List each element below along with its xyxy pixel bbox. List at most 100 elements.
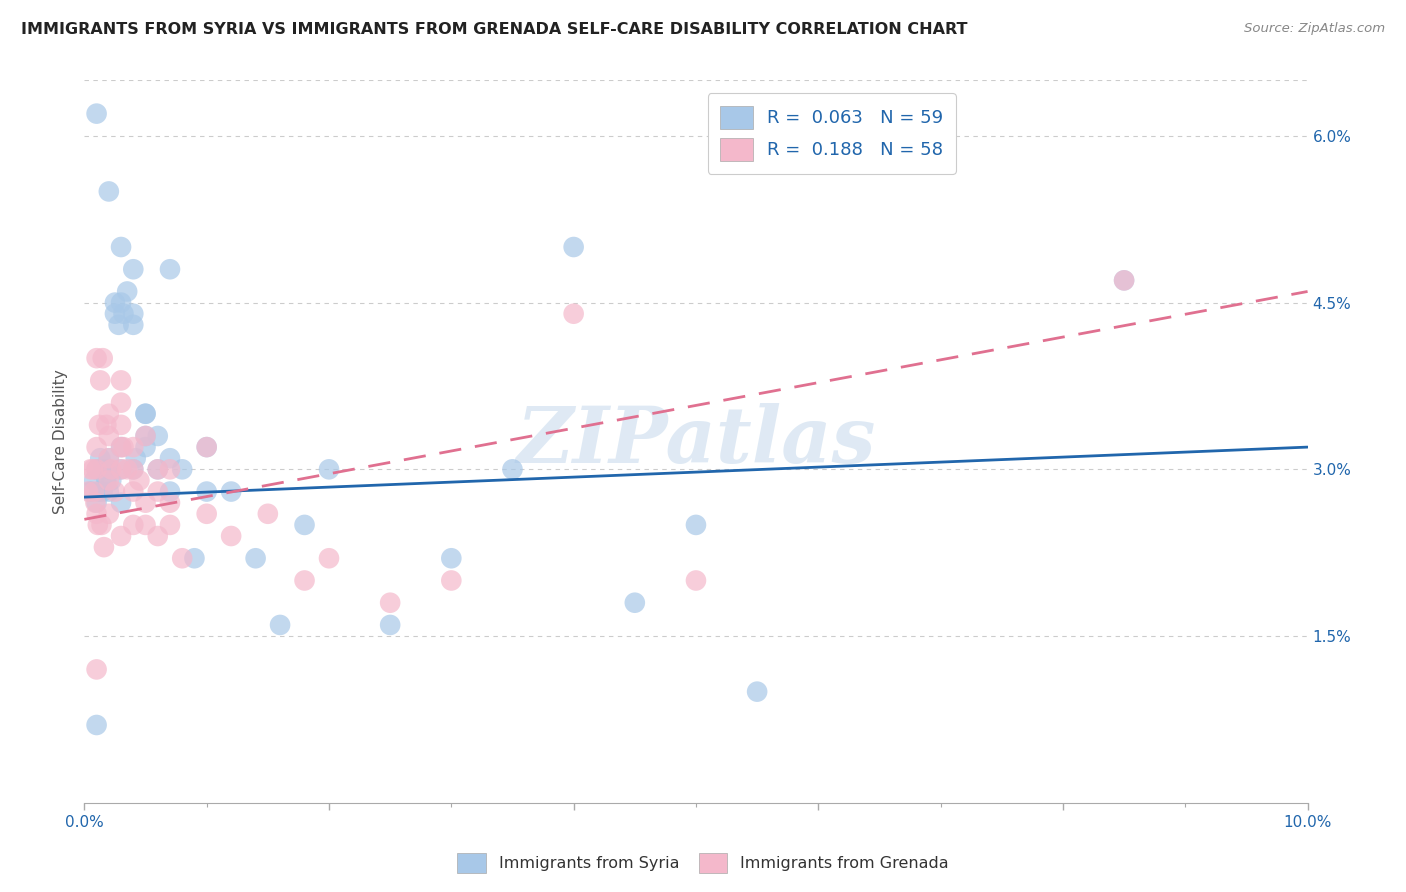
Legend: Immigrants from Syria, Immigrants from Grenada: Immigrants from Syria, Immigrants from G… [451, 847, 955, 880]
Point [97, 185, 120, 199]
Point [100, 462, 122, 476]
Point [115, 285, 138, 299]
Y-axis label: Self-Care Disability: Self-Care Disability [53, 369, 69, 514]
Point [807, 128, 830, 143]
Point [159, 262, 181, 277]
Point [122, 517, 145, 532]
Point [257, 507, 280, 521]
Point [110, 295, 132, 310]
Point [294, 574, 316, 588]
Point [172, 551, 194, 566]
Point [146, 484, 169, 499]
Point [195, 440, 218, 454]
Point [91, 462, 114, 476]
Text: IMMIGRANTS FROM SYRIA VS IMMIGRANTS FROM GRENADA SELF-CARE DISABILITY CORRELATIO: IMMIGRANTS FROM SYRIA VS IMMIGRANTS FROM… [21, 22, 967, 37]
Text: Source: ZipAtlas.com: Source: ZipAtlas.com [1244, 22, 1385, 36]
Point [91, 351, 114, 366]
Point [104, 484, 127, 499]
Point [86, 507, 108, 521]
Point [86, 662, 108, 676]
Point [624, 596, 647, 610]
Point [125, 451, 148, 466]
Point [122, 462, 145, 476]
Point [94, 462, 117, 476]
Point [440, 551, 463, 566]
Point [110, 462, 132, 476]
Point [195, 484, 218, 499]
Point [219, 484, 242, 499]
Point [135, 407, 157, 421]
Point [122, 307, 145, 321]
Point [86, 440, 108, 454]
Point [97, 407, 120, 421]
Point [104, 295, 127, 310]
Point [195, 507, 218, 521]
Point [110, 417, 132, 432]
Point [110, 440, 132, 454]
Point [294, 517, 316, 532]
Point [440, 574, 463, 588]
Point [135, 429, 157, 443]
Point [159, 496, 181, 510]
Point [122, 484, 145, 499]
Point [135, 407, 157, 421]
Text: ZIPatlas: ZIPatlas [516, 403, 876, 480]
Point [86, 462, 108, 476]
Point [97, 451, 120, 466]
Point [97, 429, 120, 443]
Point [110, 462, 132, 476]
Point [135, 517, 157, 532]
Point [685, 517, 707, 532]
Point [82, 462, 104, 476]
Point [86, 496, 108, 510]
Point [1114, 273, 1136, 287]
Point [1114, 273, 1136, 287]
Point [86, 718, 108, 732]
Point [96, 417, 118, 432]
Point [172, 462, 194, 476]
Point [89, 451, 111, 466]
Point [90, 517, 112, 532]
Point [87, 484, 110, 499]
Point [115, 462, 138, 476]
Point [380, 618, 402, 632]
Point [135, 440, 157, 454]
Point [93, 540, 115, 554]
Point [146, 529, 169, 543]
Point [122, 440, 145, 454]
Point [159, 517, 181, 532]
Point [79, 484, 101, 499]
Point [318, 462, 340, 476]
Point [104, 307, 127, 321]
Point [87, 517, 110, 532]
Point [77, 484, 100, 499]
Point [318, 551, 340, 566]
Point [87, 417, 110, 432]
Point [112, 440, 135, 454]
Point [97, 451, 120, 466]
Point [110, 373, 132, 387]
Point [83, 474, 105, 488]
Point [245, 551, 267, 566]
Legend: R =  0.063   N = 59, R =  0.188   N = 58: R = 0.063 N = 59, R = 0.188 N = 58 [707, 93, 956, 174]
Point [110, 395, 132, 409]
Point [110, 440, 132, 454]
Point [112, 307, 135, 321]
Point [562, 307, 585, 321]
Point [97, 462, 120, 476]
Point [96, 474, 118, 488]
Point [122, 262, 145, 277]
Point [146, 462, 169, 476]
Point [97, 507, 120, 521]
Point [107, 318, 129, 332]
Point [380, 596, 402, 610]
Point [110, 529, 132, 543]
Point [183, 551, 205, 566]
Point [128, 474, 150, 488]
Point [502, 462, 524, 476]
Point [122, 318, 145, 332]
Point [159, 484, 181, 499]
Point [91, 484, 114, 499]
Point [159, 462, 181, 476]
Point [135, 496, 157, 510]
